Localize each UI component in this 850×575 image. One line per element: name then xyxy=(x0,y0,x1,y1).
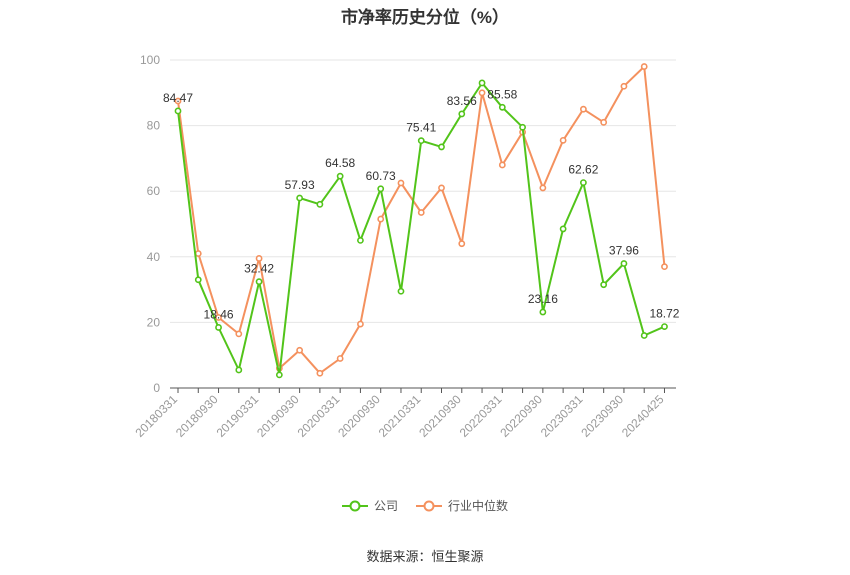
data-point-industry-median xyxy=(478,89,486,97)
legend-marker-industry-icon xyxy=(416,500,442,511)
data-point-company xyxy=(215,324,222,331)
data-label-company: 83.56 xyxy=(447,94,477,108)
data-point-company xyxy=(417,137,425,145)
data-point-company xyxy=(316,200,324,208)
data-point-company xyxy=(397,287,405,295)
data-point-industry-median xyxy=(539,184,547,192)
axes: 0 20 40 60 80 100 2018033120180930201903312019… xyxy=(132,53,676,440)
legend-item-industry-median[interactable]: 行业中位数 xyxy=(416,497,508,514)
data-point-industry-median xyxy=(640,63,648,70)
data-point-company xyxy=(600,281,608,289)
data-point-company xyxy=(620,260,628,267)
data-point-company xyxy=(539,308,547,316)
data-point-company xyxy=(498,103,506,111)
data-point-company xyxy=(519,123,526,131)
data-label-company: 23.16 xyxy=(528,292,558,306)
data-point-industry-median xyxy=(661,263,668,271)
x-tick-label: 20210930 xyxy=(416,392,464,440)
legend: 公司 行业中位数 xyxy=(0,497,850,514)
legend-item-company[interactable]: 公司 xyxy=(341,497,398,514)
data-point-industry-median xyxy=(600,118,608,126)
x-tick-label: 20210331 xyxy=(376,392,424,440)
data-point-company xyxy=(255,278,263,286)
data-point-industry-median xyxy=(498,161,506,169)
x-tick-label: 20230930 xyxy=(578,392,626,440)
data-point-industry-median xyxy=(194,250,202,257)
data-point-industry-median xyxy=(397,179,405,187)
data-label-company: 60.73 xyxy=(366,169,396,183)
x-tick-label: 20200930 xyxy=(335,392,383,440)
data-point-industry-median xyxy=(215,314,222,321)
data-point-industry-median xyxy=(357,320,364,328)
data-label-company: 18.46 xyxy=(204,307,234,321)
data-labels: 84.47 18.46 32.42 57.93 64.58 60.73 75.41 83.56… xyxy=(163,87,680,321)
data-point-industry-median xyxy=(336,355,344,362)
data-point-company xyxy=(296,194,304,202)
data-point-industry-median xyxy=(559,136,567,144)
data-point-company xyxy=(377,185,385,193)
data-point-industry-median xyxy=(316,369,324,377)
data-point-industry-median xyxy=(580,105,587,113)
data-point-company xyxy=(640,332,648,339)
data-point-company xyxy=(235,366,243,374)
legend-label-industry-median: 行业中位数 xyxy=(448,499,509,513)
legend-label-company: 公司 xyxy=(373,499,398,513)
y-tick-label: 0 xyxy=(153,381,160,395)
data-label-company: 75.41 xyxy=(406,121,436,135)
x-tick-label: 20240425 xyxy=(619,392,667,440)
data-point-industry-median xyxy=(620,82,628,90)
x-tick-label: 20180331 xyxy=(132,392,180,440)
data-point-company xyxy=(438,143,445,151)
data-label-company: 84.47 xyxy=(163,91,193,105)
data-point-company xyxy=(580,179,587,187)
data-point-company xyxy=(661,323,668,330)
data-point-company xyxy=(275,371,283,379)
x-tick-label: 20190930 xyxy=(254,392,302,440)
data-point-industry-median xyxy=(174,97,182,105)
series-lines xyxy=(174,63,668,379)
x-tick-label: 20200331 xyxy=(295,392,343,440)
data-point-industry-median xyxy=(255,255,263,262)
data-point-company xyxy=(357,236,364,244)
data-label-company: 85.58 xyxy=(487,87,517,101)
x-tick-label: 20180930 xyxy=(173,392,221,440)
data-label-company: 57.93 xyxy=(285,178,315,192)
source-note: 数据来源：恒生聚源 xyxy=(366,549,484,564)
data-point-industry-median xyxy=(458,240,466,248)
data-point-company xyxy=(174,107,182,115)
data-point-company xyxy=(559,225,567,233)
chart-title: 市净率历史分位（%） xyxy=(340,8,510,27)
legend-marker-company-icon xyxy=(341,500,368,511)
y-tick-label: 100 xyxy=(140,53,160,67)
x-tick-label: 20220930 xyxy=(497,392,545,440)
data-point-company xyxy=(478,79,486,87)
data-point-industry-median xyxy=(438,184,445,192)
y-tick-label: 60 xyxy=(147,184,161,198)
data-point-industry-median xyxy=(296,346,304,354)
y-tick-label: 40 xyxy=(147,250,161,264)
data-label-company: 18.72 xyxy=(649,307,679,321)
data-label-company: 32.42 xyxy=(244,262,274,276)
data-label-company: 37.96 xyxy=(609,243,639,257)
gridlines xyxy=(170,59,676,323)
y-tick-label: 80 xyxy=(147,119,161,133)
data-point-company xyxy=(194,276,202,284)
data-label-company: 64.58 xyxy=(325,156,355,170)
data-point-industry-median xyxy=(377,215,385,223)
x-tick-label: 20220331 xyxy=(457,392,505,440)
x-tick-label: 20230331 xyxy=(538,392,586,440)
data-point-industry-median xyxy=(417,209,425,216)
x-tick-label: 20190331 xyxy=(214,392,262,440)
data-point-company xyxy=(458,110,466,118)
y-tick-label: 20 xyxy=(147,315,161,329)
data-point-company xyxy=(336,172,344,180)
data-label-company: 62.62 xyxy=(568,163,598,177)
data-point-industry-median xyxy=(235,330,243,338)
